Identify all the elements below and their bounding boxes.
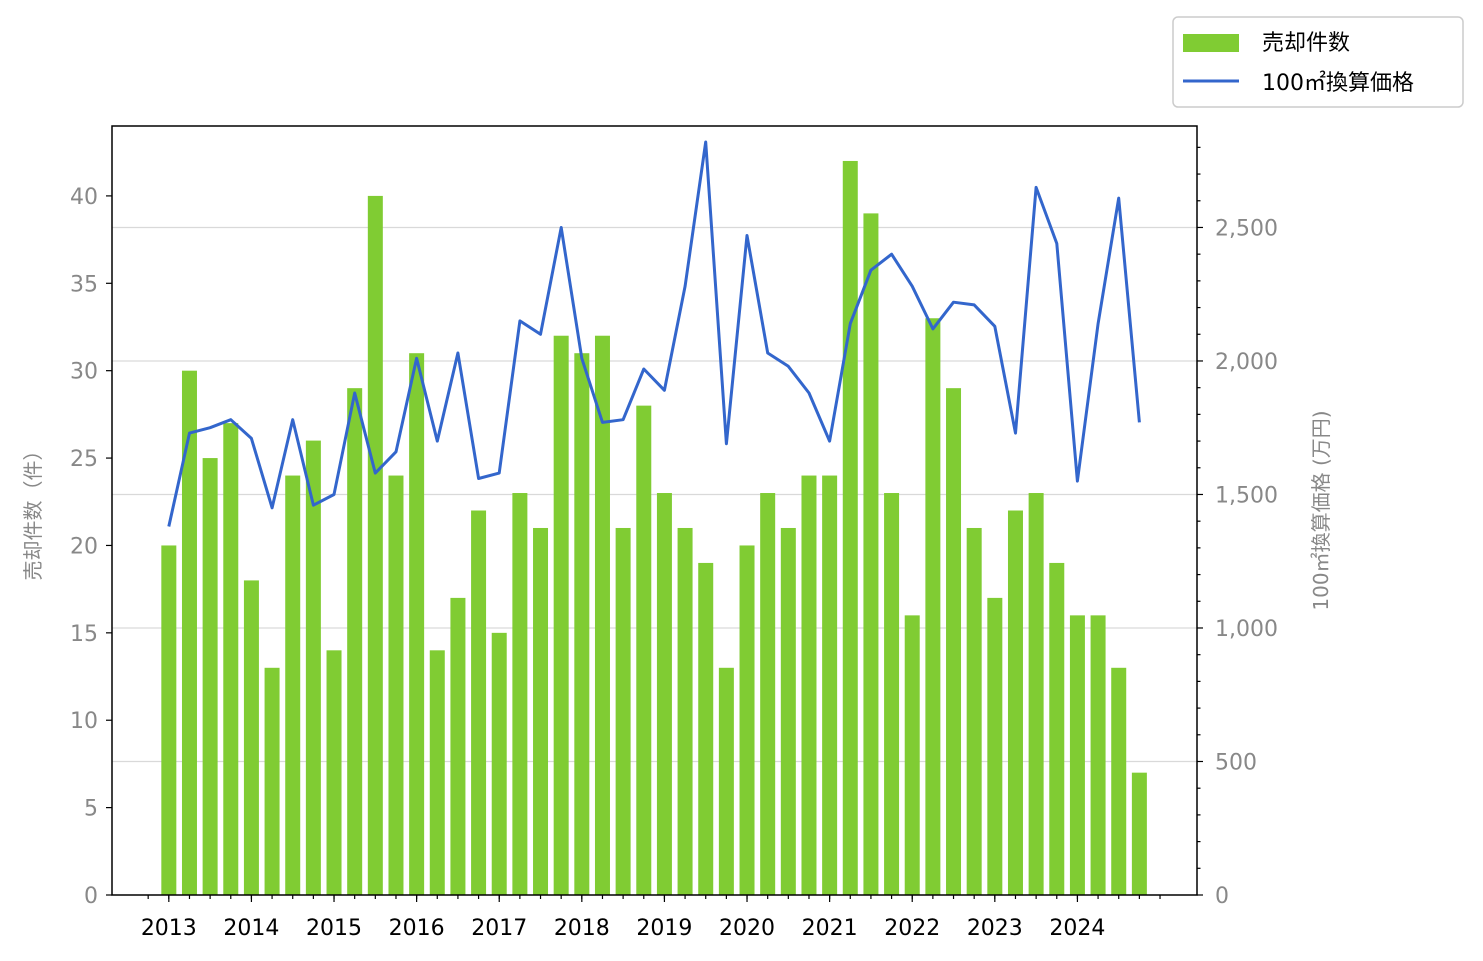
legend-bar-swatch [1183,34,1239,52]
bar [1028,493,1044,895]
left-tick-label: 0 [84,884,98,909]
left-axis: 0 5 10 15 20 25 30 35 40 [70,185,112,909]
bar [409,353,425,895]
bar [1090,615,1106,895]
bar [202,458,218,895]
left-tick-label: 25 [70,447,98,472]
bar [1069,615,1085,895]
bar [285,475,301,895]
bar [904,615,920,895]
bar [698,562,714,895]
bar [512,493,528,895]
left-tick-label: 40 [70,185,98,210]
bar [739,545,755,895]
x-axis: 2013 2014 2015 2016 2017 2018 2019 2020 2021 2022… [141,895,1161,941]
plot-frame [111,125,1198,896]
bar [966,527,982,895]
left-tick-label: 10 [70,709,98,734]
right-tick-label: 0 [1215,884,1229,909]
x-tick-label: 2015 [306,916,362,941]
y-axis-title-left: 売却件数（件） [21,441,45,581]
x-tick-label: 2022 [884,916,940,941]
x-tick-label: 2023 [967,916,1023,941]
right-tick-label: 500 [1215,750,1257,775]
bar [842,160,858,896]
bar [615,527,631,895]
bar [946,388,962,895]
legend-bar-label: 売却件数 [1262,31,1350,56]
bar [450,597,466,895]
right-tick-label: 1,500 [1215,483,1278,508]
x-tick-label: 2016 [389,916,445,941]
left-tick-label: 5 [84,797,98,822]
left-tick-label: 30 [70,360,98,385]
bar [491,632,507,895]
bar [553,335,569,895]
bar [801,475,817,895]
bar [1111,667,1127,895]
bar [884,493,900,895]
y-axis-title-right: 100㎡換算価格 (万円) [1309,410,1333,610]
bar [822,475,838,895]
bar [347,388,363,895]
x-tick-label: 2018 [554,916,610,941]
bar [305,440,321,895]
bar [223,423,239,895]
bar [780,527,796,895]
bar [533,527,549,895]
x-tick-label: 2020 [719,916,775,941]
x-tick-label: 2019 [636,916,692,941]
legend-line-label: 100㎡換算価格 [1262,70,1414,96]
x-tick-label: 2021 [802,916,858,941]
price-line [167,140,1141,527]
bar [1049,562,1065,895]
bar [264,667,280,895]
bar [1007,510,1023,895]
bar [367,195,383,896]
bar [718,667,734,895]
right-tick-label: 2,000 [1215,350,1278,375]
left-tick-label: 20 [70,534,98,559]
bar [388,475,404,895]
left-tick-label: 35 [70,272,98,297]
right-axis: 0 500 1,000 1,500 2,000 2,500 [1197,146,1278,909]
bar [987,597,1003,895]
x-tick-label: 2024 [1049,916,1105,941]
legend: 売却件数 100㎡換算価格 [1172,16,1464,108]
bar [925,318,941,895]
bar [574,353,590,895]
bar [161,545,177,895]
bar-series [161,160,1147,896]
bar [181,370,197,895]
bar [326,650,342,895]
legend-box [1172,16,1464,108]
x-tick-label: 2013 [141,916,197,941]
bar [636,405,652,895]
right-tick-label: 1,000 [1215,617,1278,642]
bar [863,213,879,896]
right-tick-label: 2,500 [1215,216,1278,241]
bar [1131,772,1147,895]
bar [243,580,259,895]
line-series [167,140,1141,527]
x-tick-label: 2014 [223,916,279,941]
bar [656,493,672,895]
left-tick-label: 15 [70,622,98,647]
bar [471,510,487,895]
bar [677,527,693,895]
bar [594,335,610,895]
bar [760,493,776,895]
bar [429,650,445,895]
x-tick-label: 2017 [471,916,527,941]
